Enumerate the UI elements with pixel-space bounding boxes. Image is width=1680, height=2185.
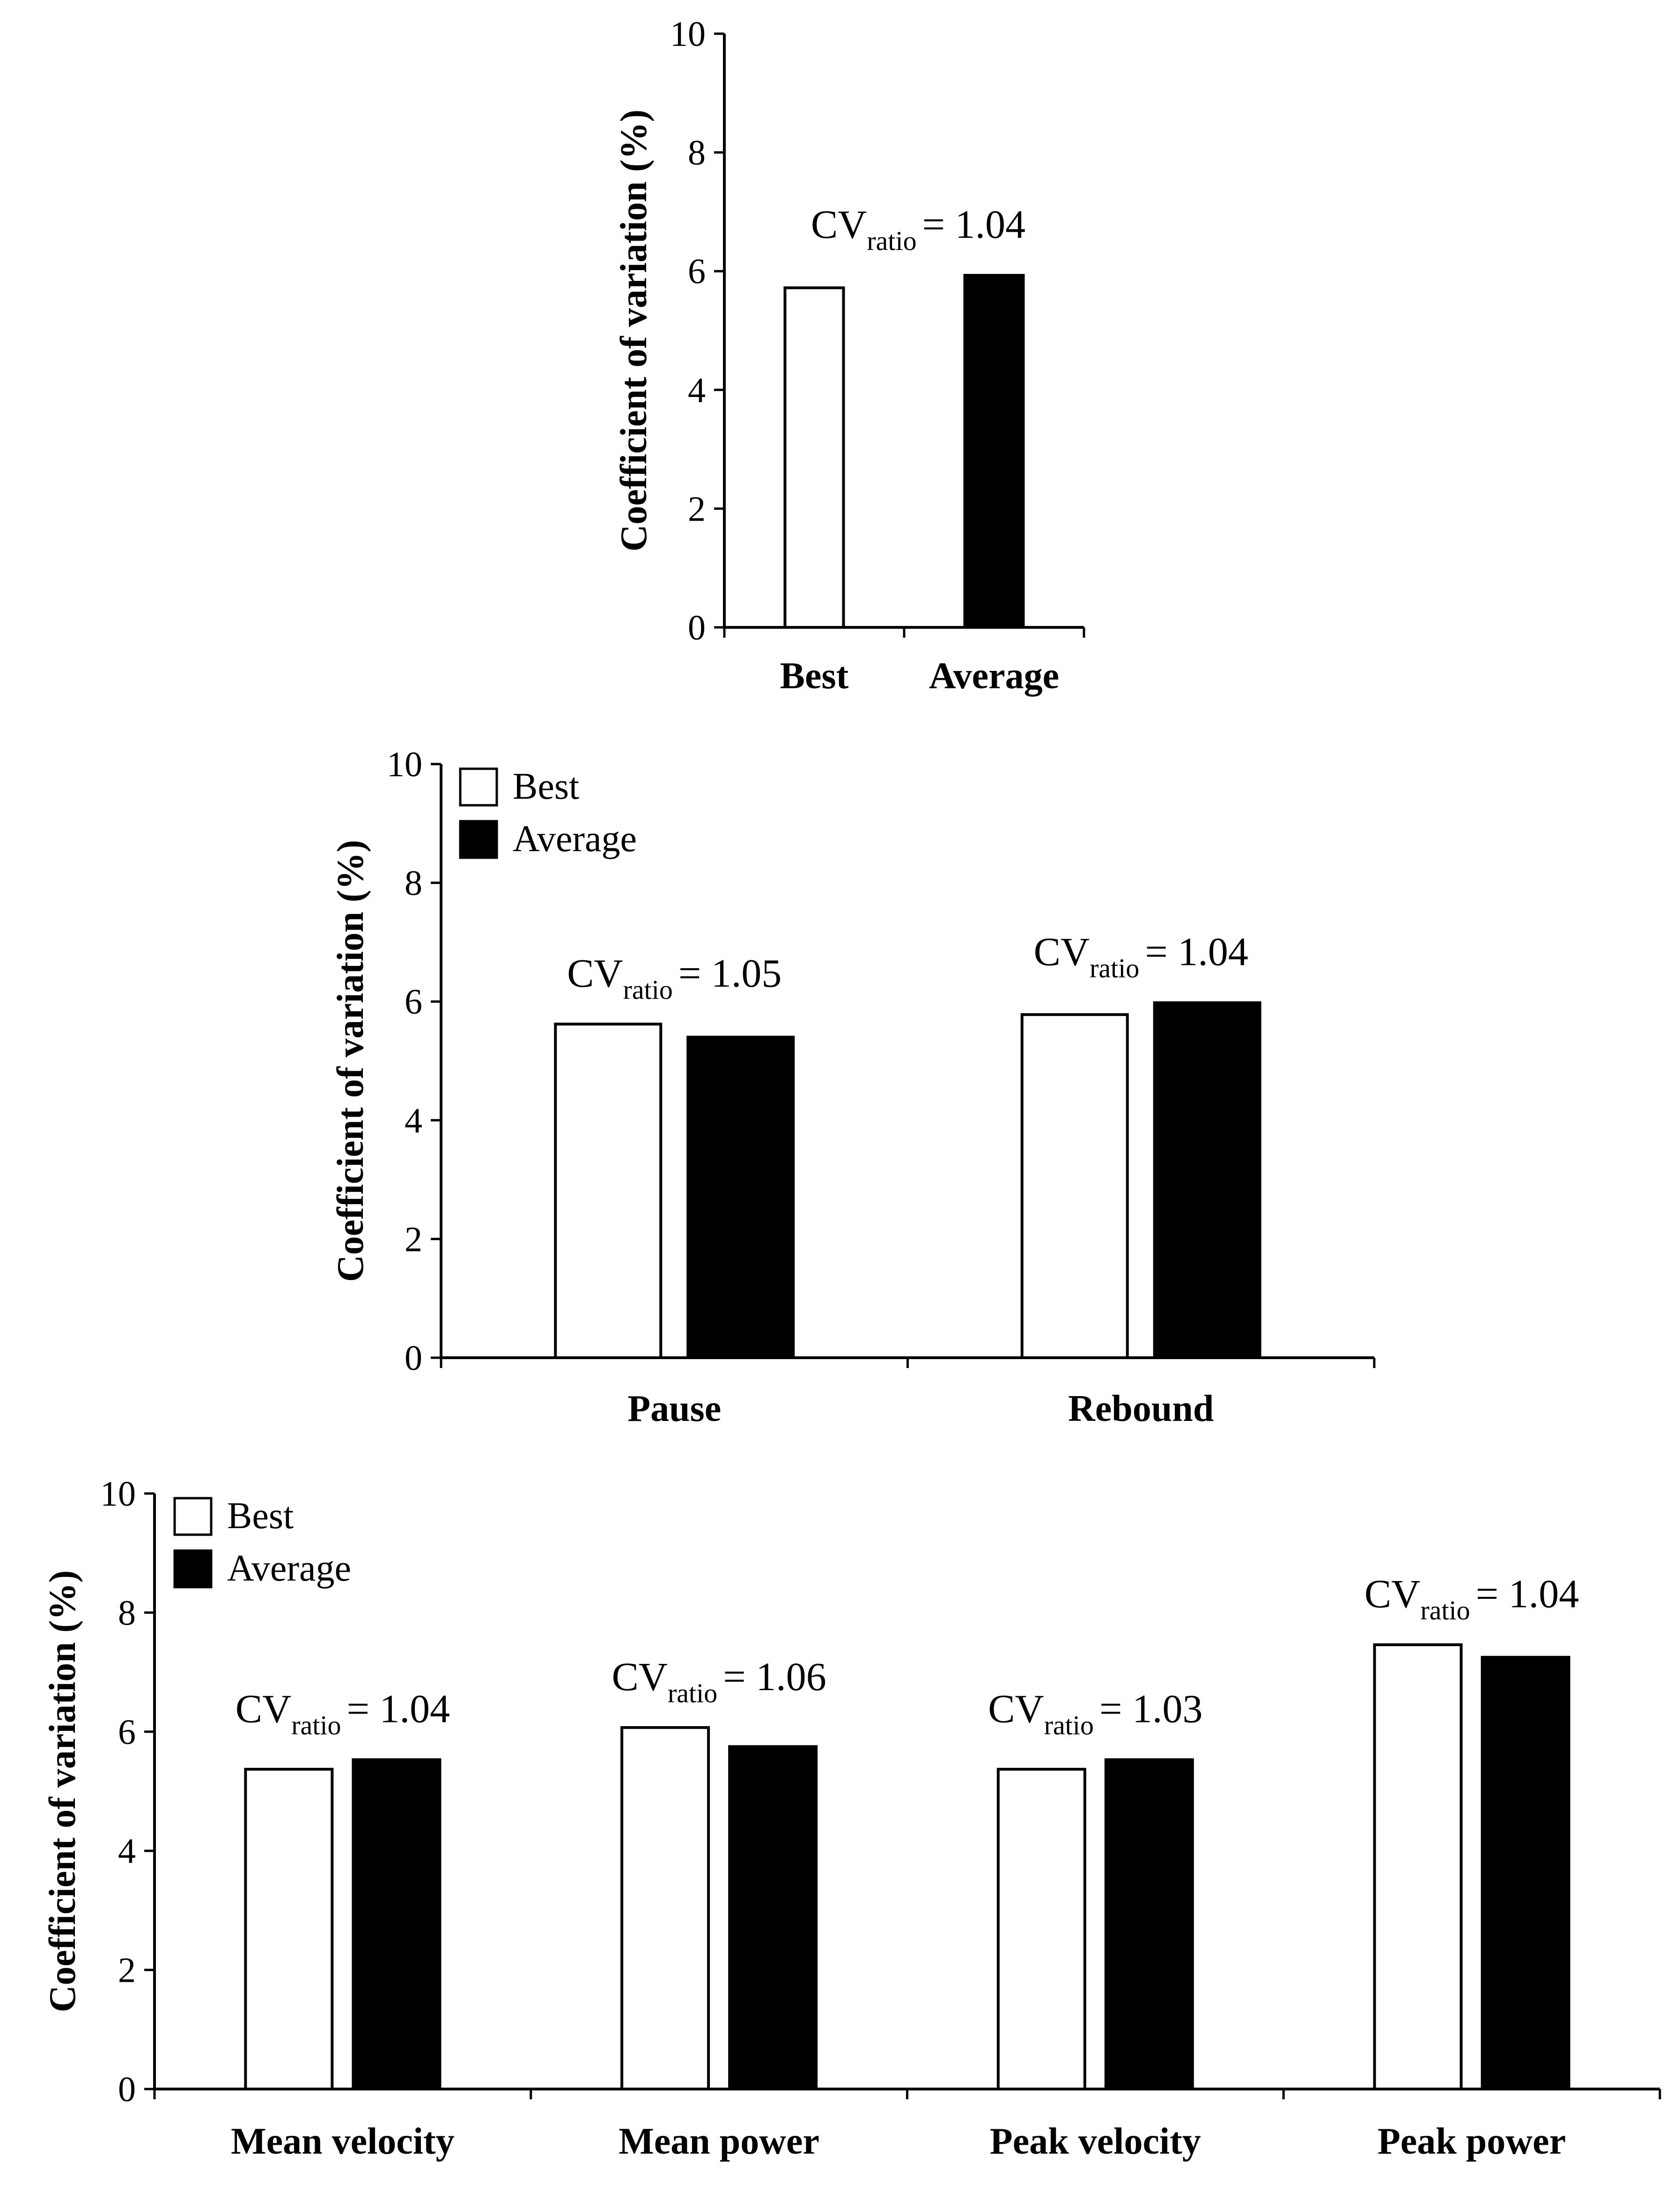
legend-swatch-best [173, 1497, 213, 1536]
bar-best-peak-velocity [996, 1767, 1086, 2091]
y-tick-label: 8 [688, 133, 706, 173]
cv-ratio-annotation: CVratio = 1.03 [988, 1686, 1202, 1741]
y-tick-label: 2 [405, 1220, 422, 1259]
bar-best-peak-power [1373, 1643, 1463, 2090]
y-tick-label: 0 [688, 608, 706, 647]
bar-average-average [963, 274, 1025, 629]
y-tick-label: 2 [688, 489, 706, 529]
y-tick-label: 0 [405, 1339, 422, 1378]
chart-panel-1: 0 2 4 6 8 10 Coefficient of variation (%) Best A… [613, 15, 1085, 697]
bar-average-peak-velocity [1104, 1758, 1194, 2090]
y-tick-label: 0 [118, 2070, 136, 2109]
bar-average-rebound [1153, 1001, 1261, 1360]
y-axis-title: Coefficient of variation (%) [330, 840, 371, 1282]
bar-best-mean-velocity [244, 1767, 334, 2091]
bar-best-pause [554, 1023, 663, 1360]
bar-best-mean-power [620, 1726, 710, 2090]
legend-label-average: Average [227, 1548, 351, 1589]
x-category-label: Rebound [1068, 1388, 1214, 1429]
legend-label-best: Best [513, 766, 579, 807]
bar-best-rebound [1020, 1013, 1129, 1359]
cv-ratio-annotation: CVratio = 1.04 [236, 1686, 450, 1741]
legend-swatch-average [459, 820, 498, 859]
x-category-label: Peak velocity [990, 2121, 1201, 2162]
y-tick-label: 8 [118, 1593, 136, 1633]
y-tick-label: 4 [118, 1832, 136, 1871]
x-category-label: Peak power [1378, 2121, 1566, 2162]
bar-average-mean-velocity [352, 1758, 442, 2090]
y-tick-label: 10 [387, 745, 422, 784]
bar-average-peak-power [1481, 1655, 1570, 2091]
y-tick-label: 6 [118, 1713, 136, 1752]
legend-label-average: Average [513, 818, 637, 860]
cv-ratio-annotation: CVratio = 1.04 [1364, 1571, 1579, 1626]
cv-ratio-annotation: CVratio = 1.06 [612, 1654, 826, 1708]
x-category-label: Mean power [619, 2121, 819, 2162]
chart-panel-3: 0 2 4 6 8 10 Coefficient of variation (%) Mean … [42, 1474, 1661, 2162]
y-tick-label: 6 [405, 982, 422, 1022]
x-category-label: Best [780, 655, 849, 697]
cv-ratio-annotation: CVratio = 1.05 [567, 950, 781, 1005]
y-tick-label: 8 [405, 864, 422, 903]
bar-best-best [783, 286, 845, 629]
legend-label-best: Best [227, 1495, 294, 1537]
y-tick-label: 4 [405, 1101, 422, 1140]
bar-average-pause [686, 1036, 795, 1359]
x-category-label: Mean velocity [231, 2121, 455, 2162]
x-category-label: Pause [627, 1388, 721, 1429]
x-category-label: Average [929, 655, 1059, 697]
y-axis-title: Coefficient of variation (%) [613, 110, 655, 552]
bar-average-mean-power [728, 1745, 818, 2091]
y-tick-label: 4 [688, 371, 706, 410]
y-tick-label: 6 [688, 252, 706, 291]
legend-swatch-average [173, 1549, 213, 1589]
legend-swatch-best [459, 767, 498, 807]
y-tick-label: 10 [100, 1474, 136, 1514]
y-tick-label: 10 [670, 15, 706, 54]
chart-panel-2: 0 2 4 6 8 10 Coefficient of variation (%) Pause… [330, 745, 1376, 1429]
y-axis-title: Coefficient of variation (%) [42, 1570, 83, 2012]
cv-ratio-annotation: CVratio = 1.04 [1034, 929, 1248, 984]
y-tick-label: 2 [118, 1951, 136, 1990]
cv-ratio-annotation: CVratio = 1.04 [811, 202, 1025, 256]
